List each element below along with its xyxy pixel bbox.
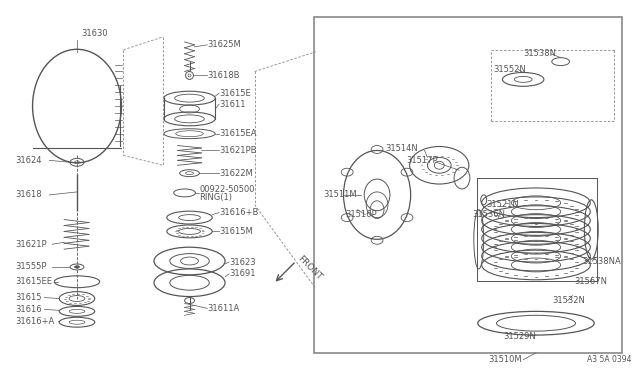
Text: 31616+A: 31616+A xyxy=(15,317,54,326)
Text: 31517P: 31517P xyxy=(406,156,438,165)
Text: 31611A: 31611A xyxy=(207,304,239,313)
Text: 31616: 31616 xyxy=(15,305,42,314)
Text: 31623: 31623 xyxy=(229,257,255,266)
Text: 31536N: 31536N xyxy=(472,210,505,219)
Text: 31621P: 31621P xyxy=(15,240,47,249)
Text: 31615: 31615 xyxy=(15,293,42,302)
Text: 31618B: 31618B xyxy=(207,71,240,80)
Text: 31529N: 31529N xyxy=(504,331,536,340)
Text: 31691: 31691 xyxy=(229,269,255,278)
Text: 31552N: 31552N xyxy=(493,65,526,74)
Text: 31516P: 31516P xyxy=(346,210,377,219)
Ellipse shape xyxy=(74,266,79,268)
Text: 31622M: 31622M xyxy=(219,169,253,178)
Text: 31630: 31630 xyxy=(81,29,108,38)
Text: 31538NA: 31538NA xyxy=(582,257,621,266)
Text: 31621PB: 31621PB xyxy=(219,146,257,155)
Text: 31618: 31618 xyxy=(15,190,42,199)
Text: 31616+B: 31616+B xyxy=(219,208,259,217)
Text: 31615EE: 31615EE xyxy=(15,277,52,286)
Text: 31532N: 31532N xyxy=(553,296,586,305)
Text: 31555P: 31555P xyxy=(15,262,46,272)
Text: RING(1): RING(1) xyxy=(200,193,232,202)
Text: 31514N: 31514N xyxy=(385,144,418,153)
Bar xyxy=(314,17,622,353)
Text: A3 5A 0394: A3 5A 0394 xyxy=(588,355,632,364)
Text: 31615EA: 31615EA xyxy=(219,129,257,138)
Text: 31521N: 31521N xyxy=(486,200,520,209)
Text: 31624: 31624 xyxy=(15,156,42,165)
Text: 31538N: 31538N xyxy=(523,49,556,58)
Text: 31611: 31611 xyxy=(219,100,246,109)
Text: 31567N: 31567N xyxy=(575,277,607,286)
Text: 31615M: 31615M xyxy=(219,227,253,236)
Text: 00922-50500: 00922-50500 xyxy=(200,186,255,195)
Text: 31625M: 31625M xyxy=(207,40,241,49)
Text: 31511M: 31511M xyxy=(324,190,357,199)
Text: FRONT: FRONT xyxy=(296,254,324,282)
Text: 31615E: 31615E xyxy=(219,89,251,98)
Text: 31510M: 31510M xyxy=(488,355,522,364)
